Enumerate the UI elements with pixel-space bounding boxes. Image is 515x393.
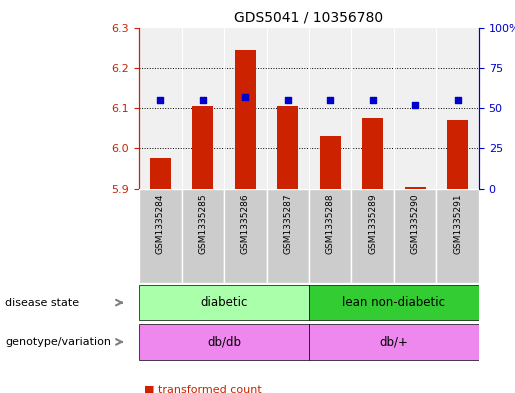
Point bbox=[411, 102, 419, 108]
Point bbox=[156, 97, 164, 103]
Text: GSM1335291: GSM1335291 bbox=[453, 193, 462, 254]
Text: lean non-diabetic: lean non-diabetic bbox=[342, 296, 445, 309]
Bar bbox=[309, 285, 479, 320]
Bar bbox=[447, 120, 468, 189]
Text: disease state: disease state bbox=[5, 298, 79, 308]
Bar bbox=[139, 324, 309, 360]
Point bbox=[369, 97, 377, 103]
Point bbox=[326, 97, 334, 103]
Bar bbox=[267, 189, 309, 283]
Point bbox=[199, 97, 207, 103]
Bar bbox=[235, 50, 256, 189]
Text: GSM1335286: GSM1335286 bbox=[241, 193, 250, 254]
Bar bbox=[277, 106, 298, 189]
Text: ■ transformed count: ■ transformed count bbox=[144, 385, 262, 393]
Bar bbox=[150, 158, 171, 189]
Text: GSM1335285: GSM1335285 bbox=[198, 193, 207, 254]
Text: db/db: db/db bbox=[207, 335, 241, 349]
Bar bbox=[182, 189, 224, 283]
Bar bbox=[362, 118, 383, 189]
Bar bbox=[309, 189, 351, 283]
Text: GSM1335288: GSM1335288 bbox=[326, 193, 335, 254]
Bar bbox=[405, 187, 426, 189]
Bar bbox=[139, 285, 309, 320]
Text: GSM1335290: GSM1335290 bbox=[411, 193, 420, 254]
Bar bbox=[309, 324, 479, 360]
Bar bbox=[224, 189, 267, 283]
Text: genotype/variation: genotype/variation bbox=[5, 337, 111, 347]
Bar bbox=[437, 189, 479, 283]
Text: GSM1335287: GSM1335287 bbox=[283, 193, 292, 254]
Text: GSM1335284: GSM1335284 bbox=[156, 193, 165, 254]
Bar bbox=[320, 136, 341, 189]
Point bbox=[454, 97, 462, 103]
Title: GDS5041 / 10356780: GDS5041 / 10356780 bbox=[234, 11, 384, 25]
Bar bbox=[139, 189, 182, 283]
Text: db/+: db/+ bbox=[380, 335, 408, 349]
Bar bbox=[352, 189, 394, 283]
Text: diabetic: diabetic bbox=[200, 296, 248, 309]
Point bbox=[284, 97, 292, 103]
Bar bbox=[394, 189, 437, 283]
Text: GSM1335289: GSM1335289 bbox=[368, 193, 377, 254]
Bar bbox=[192, 106, 213, 189]
Point bbox=[241, 94, 249, 100]
